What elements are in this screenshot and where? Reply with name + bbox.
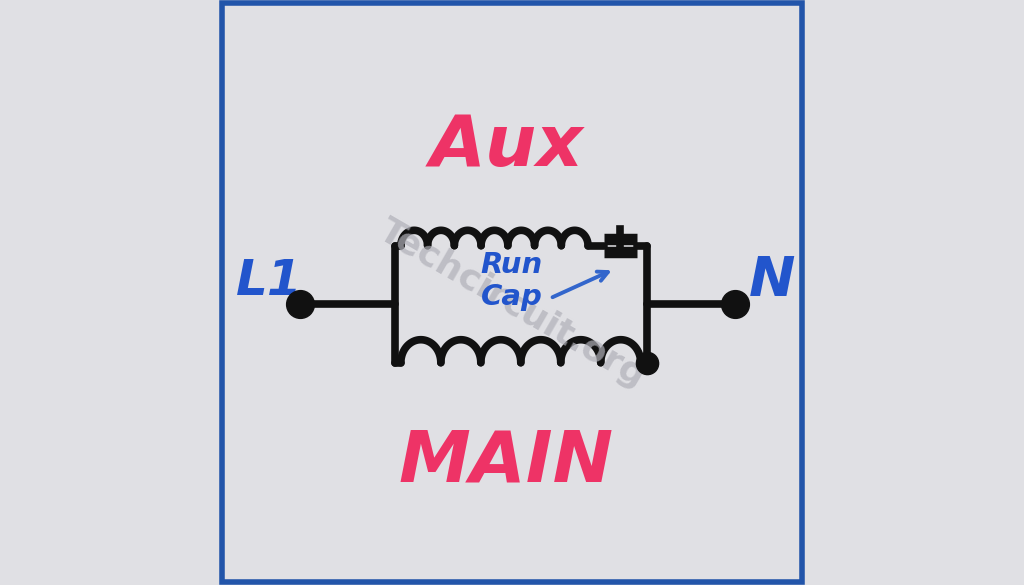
Text: N: N <box>750 254 796 308</box>
Text: L1: L1 <box>236 257 302 305</box>
Text: Aux: Aux <box>429 112 583 181</box>
Text: MAIN: MAIN <box>398 428 613 497</box>
Text: Techcircuit.org: Techcircuit.org <box>373 214 651 394</box>
Text: Run
Cap: Run Cap <box>481 250 543 311</box>
